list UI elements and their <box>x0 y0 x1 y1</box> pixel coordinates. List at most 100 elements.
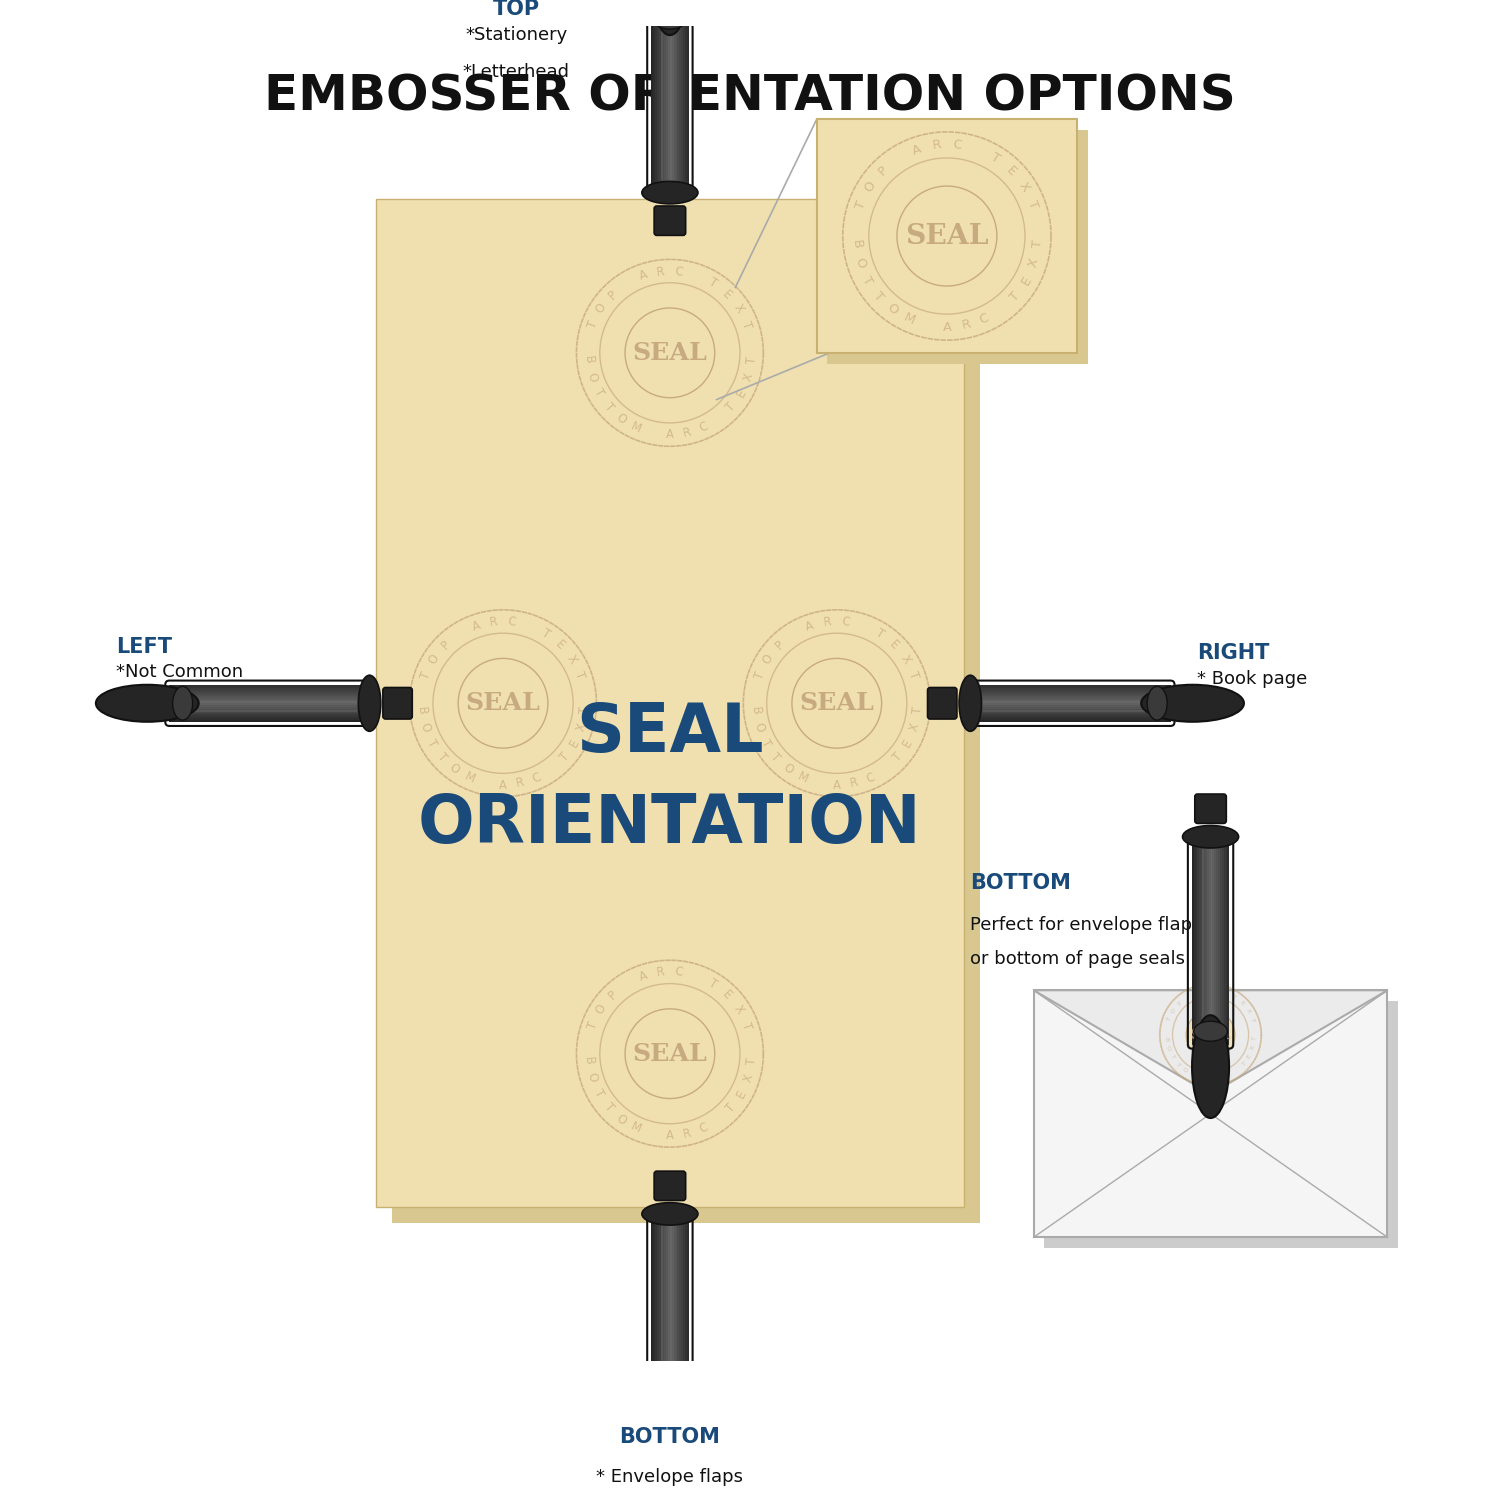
Text: T: T <box>724 400 738 414</box>
Bar <box>170 714 369 717</box>
Text: E: E <box>734 387 748 399</box>
Text: A: A <box>638 969 650 984</box>
Text: B: B <box>1164 1036 1168 1041</box>
Bar <box>392 216 980 1222</box>
Bar <box>663 1214 664 1401</box>
Text: T: T <box>573 669 586 681</box>
Text: *Not Common: *Not Common <box>116 663 243 681</box>
Text: SEAL: SEAL <box>633 1041 708 1065</box>
Bar <box>672 1214 674 1401</box>
Text: P: P <box>772 638 786 652</box>
Text: C: C <box>864 770 877 786</box>
Bar <box>678 1214 680 1401</box>
Bar <box>682 1214 686 1401</box>
Bar <box>170 690 369 692</box>
Ellipse shape <box>652 1377 687 1398</box>
Text: O: O <box>584 370 600 382</box>
Text: X: X <box>564 652 579 666</box>
Circle shape <box>1186 1011 1234 1059</box>
Bar <box>670 6 672 192</box>
Text: T: T <box>424 736 439 750</box>
Bar <box>1220 837 1222 1044</box>
Ellipse shape <box>652 9 687 28</box>
Text: M: M <box>796 770 810 786</box>
Text: C: C <box>507 615 518 628</box>
Bar <box>1227 837 1228 1044</box>
Ellipse shape <box>651 1371 688 1474</box>
Bar <box>687 1214 688 1401</box>
Bar <box>170 710 369 711</box>
Bar <box>170 688 369 690</box>
Bar <box>651 6 652 192</box>
Text: SEAL: SEAL <box>904 222 989 249</box>
Text: M: M <box>1190 1072 1196 1078</box>
Bar <box>656 1214 657 1401</box>
Text: T: T <box>706 276 720 291</box>
Bar <box>657 1214 658 1401</box>
Bar <box>1210 837 1212 1044</box>
Circle shape <box>626 1010 716 1098</box>
Bar <box>170 692 369 694</box>
Text: A: A <box>471 618 482 633</box>
Text: M: M <box>628 420 644 435</box>
Text: C: C <box>842 615 850 628</box>
Text: TOP: TOP <box>494 0 540 20</box>
Text: C: C <box>674 966 684 980</box>
Circle shape <box>458 658 548 748</box>
Bar <box>970 692 1170 694</box>
Text: T: T <box>871 290 886 303</box>
Text: T: T <box>988 152 1002 166</box>
Text: R: R <box>932 138 942 153</box>
Bar <box>970 711 1170 712</box>
Bar <box>681 1214 682 1401</box>
Text: R: R <box>656 264 666 279</box>
Bar <box>970 684 1170 687</box>
Text: T: T <box>591 387 606 399</box>
Bar <box>663 6 664 192</box>
Bar <box>652 6 656 192</box>
Text: SEAL: SEAL <box>633 340 708 364</box>
Bar <box>170 705 369 706</box>
Text: T: T <box>1024 200 1039 211</box>
Text: SEAL: SEAL <box>1190 1028 1231 1041</box>
Text: X: X <box>908 722 922 734</box>
Polygon shape <box>1034 990 1388 1094</box>
Text: O: O <box>862 178 879 195</box>
Ellipse shape <box>651 0 688 34</box>
Text: T: T <box>602 1101 616 1114</box>
Text: E: E <box>1004 164 1019 178</box>
Bar <box>674 6 675 192</box>
Text: * Book page: * Book page <box>1197 670 1308 688</box>
Text: T: T <box>859 274 874 288</box>
Bar <box>816 118 1077 352</box>
Text: T: T <box>1174 1060 1180 1066</box>
Bar <box>970 720 1170 722</box>
Bar <box>1044 1000 1398 1248</box>
Bar <box>170 699 369 702</box>
Text: T: T <box>724 1101 738 1114</box>
Text: O: O <box>447 760 462 777</box>
Bar <box>170 711 369 712</box>
Text: C: C <box>698 1120 709 1136</box>
Text: X: X <box>1016 180 1032 194</box>
Text: R: R <box>682 426 693 439</box>
Text: SEAL: SEAL <box>465 692 540 715</box>
Text: A: A <box>666 1130 674 1142</box>
Text: T: T <box>578 706 591 714</box>
Text: E: E <box>1239 1000 1245 1006</box>
Bar <box>1218 837 1219 1044</box>
Circle shape <box>792 658 882 748</box>
FancyBboxPatch shape <box>927 687 957 718</box>
Bar <box>675 6 678 192</box>
Ellipse shape <box>96 686 198 722</box>
Text: B: B <box>582 1056 596 1065</box>
Ellipse shape <box>1142 686 1244 722</box>
Bar <box>170 702 369 703</box>
Text: X: X <box>741 370 756 382</box>
Text: T: T <box>744 1056 758 1065</box>
Bar <box>660 6 663 192</box>
Bar <box>675 1214 678 1401</box>
Text: SEAL: SEAL <box>800 692 874 715</box>
Ellipse shape <box>1182 825 1239 848</box>
Bar <box>970 698 1170 699</box>
